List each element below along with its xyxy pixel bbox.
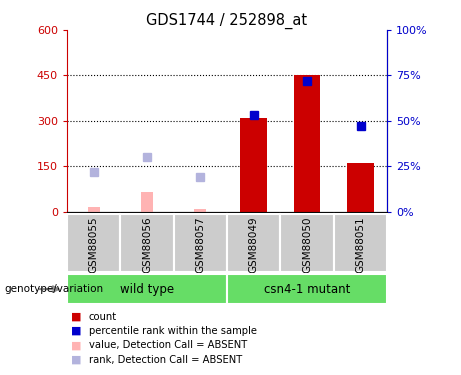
Bar (120, 214, 174, 272)
Text: ■: ■ (71, 326, 82, 336)
Bar (347, 164, 374, 212)
Text: GSM88056: GSM88056 (142, 217, 152, 273)
Bar (227, 274, 387, 304)
Text: percentile rank within the sample: percentile rank within the sample (89, 326, 257, 336)
Text: GSM88057: GSM88057 (195, 217, 205, 273)
Title: GDS1744 / 252898_at: GDS1744 / 252898_at (147, 12, 307, 28)
Text: csn4-1 mutant: csn4-1 mutant (264, 283, 350, 296)
Text: value, Detection Call = ABSENT: value, Detection Call = ABSENT (89, 340, 247, 350)
Text: GSM88049: GSM88049 (249, 217, 259, 273)
Bar (240, 118, 267, 212)
Text: count: count (89, 312, 117, 322)
Text: genotype/variation: genotype/variation (5, 285, 104, 294)
Bar (141, 192, 153, 212)
Text: ■: ■ (71, 312, 82, 322)
Text: ■: ■ (71, 340, 82, 350)
Bar (227, 214, 280, 272)
Bar (195, 210, 207, 212)
Text: rank, Detection Call = ABSENT: rank, Detection Call = ABSENT (89, 355, 242, 364)
Text: GSM88050: GSM88050 (302, 217, 312, 273)
Text: GSM88055: GSM88055 (89, 217, 99, 273)
Bar (280, 214, 334, 272)
Bar (67, 214, 120, 272)
Bar (294, 75, 320, 212)
Text: wild type: wild type (120, 283, 174, 296)
Bar (334, 214, 387, 272)
Bar (67, 274, 227, 304)
Text: GSM88051: GSM88051 (355, 217, 366, 273)
Bar (174, 214, 227, 272)
Text: ■: ■ (71, 355, 82, 364)
Bar (88, 207, 100, 212)
